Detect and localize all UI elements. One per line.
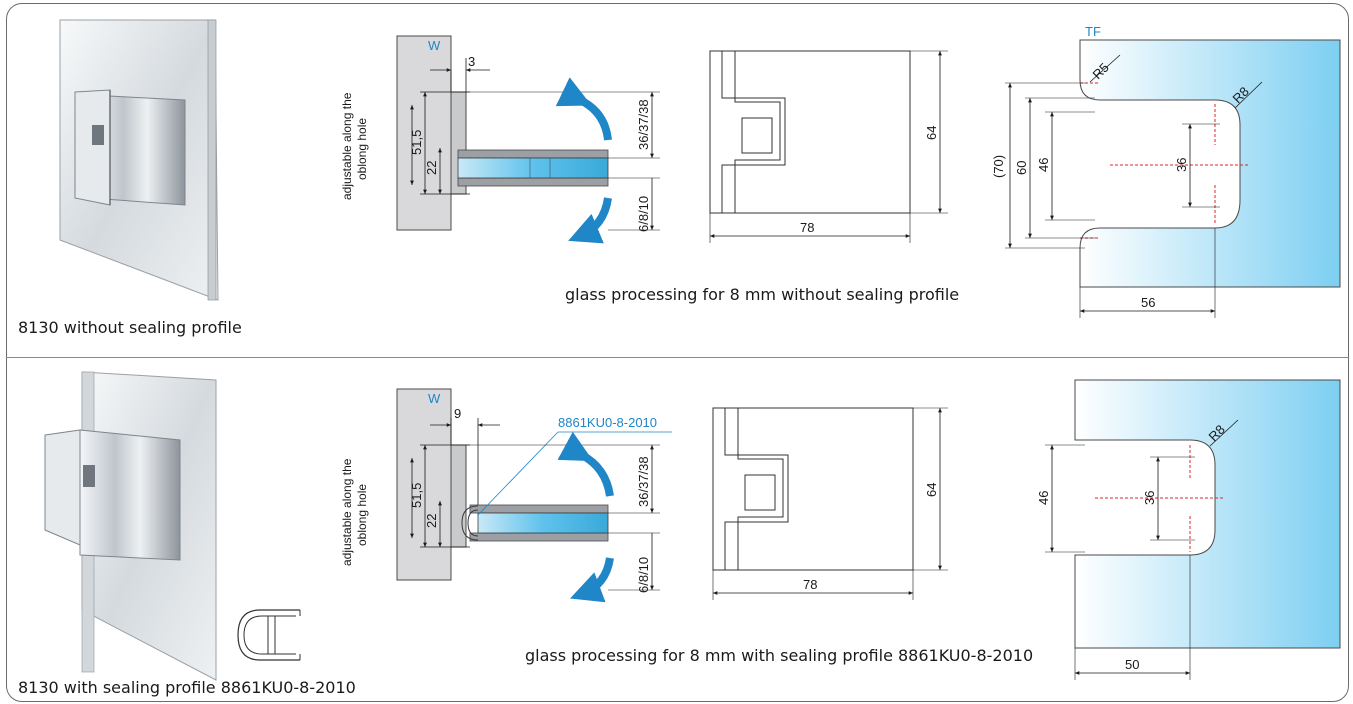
product-caption-top: 8130 without sealing profile xyxy=(18,318,242,337)
dim-glass-bottom-bottom: 6/8/10 xyxy=(636,557,651,593)
seal-profile-icon xyxy=(237,609,301,661)
processing-caption-top: glass processing for 8 mm without sealin… xyxy=(565,285,960,304)
rotation-arrow-icon xyxy=(555,77,612,141)
front-height-top: 64 xyxy=(924,126,939,140)
tf-label: TF xyxy=(1085,24,1101,39)
rotation-arrow-icon xyxy=(557,431,614,497)
glass-cutout-top: TF R5 R8 (70) 60 46 36 56 xyxy=(991,24,1341,318)
side-label-2-top: oblong hole xyxy=(355,118,369,180)
front-height-bottom: 64 xyxy=(924,483,939,497)
side-section-top: W 3 51,5 22 adjustable along the oblong … xyxy=(340,35,660,244)
dim-offset-top: 3 xyxy=(468,54,475,69)
dim-60: 60 xyxy=(1014,161,1029,175)
hinge-photo-bottom xyxy=(44,371,217,681)
side-label-1-bottom: adjustable along the xyxy=(340,458,354,566)
wall-label-bottom: W xyxy=(428,391,441,406)
dim-offset-bottom: 9 xyxy=(454,406,461,421)
row-divider xyxy=(6,357,1349,358)
front-width-bottom: 78 xyxy=(803,577,817,592)
rotation-arrow-icon xyxy=(568,197,612,244)
hinge-photo-top xyxy=(59,19,219,301)
dim-36-top: 36 xyxy=(1174,158,1189,172)
front-view-bottom: 64 78 xyxy=(712,407,948,600)
product-caption-bottom: 8130 with sealing profile 8861KU0-8-2010 xyxy=(18,678,356,697)
dim-height-top: 51,5 xyxy=(409,130,424,155)
dim-46-top: 46 xyxy=(1036,158,1051,172)
dim-glass-bottom-top: 6/8/10 xyxy=(636,196,651,232)
side-section-bottom: W 9 8861KU0-8-2010 51,5 22 adjustable al… xyxy=(340,388,672,603)
dim-glass-top-bottom: 36/37/38 xyxy=(636,456,651,507)
dim-50: 50 xyxy=(1125,657,1139,672)
front-width-top: 78 xyxy=(800,220,814,235)
dim-glass-top-top: 36/37/38 xyxy=(636,99,651,150)
wall-label-top: W xyxy=(428,38,441,53)
dim-height-bottom: 51,5 xyxy=(409,483,424,508)
dim-56: 56 xyxy=(1141,295,1155,310)
dim-46-bottom: 46 xyxy=(1036,491,1051,505)
seal-label: 8861KU0-8-2010 xyxy=(558,415,657,430)
rotation-arrow-icon xyxy=(570,557,614,603)
dim-36-bottom: 36 xyxy=(1142,491,1157,505)
dim-22-bottom: 22 xyxy=(424,514,439,528)
processing-caption-bottom: glass processing for 8 mm with sealing p… xyxy=(525,646,1034,665)
side-label-2-bottom: oblong hole xyxy=(355,484,369,546)
glass-cutout-bottom: R8 46 36 50 xyxy=(1036,379,1341,680)
front-view-top: 64 78 xyxy=(709,50,948,243)
dim-70: (70) xyxy=(991,155,1006,178)
side-label-1-top: adjustable along the xyxy=(340,92,354,200)
dim-22-top: 22 xyxy=(424,161,439,175)
